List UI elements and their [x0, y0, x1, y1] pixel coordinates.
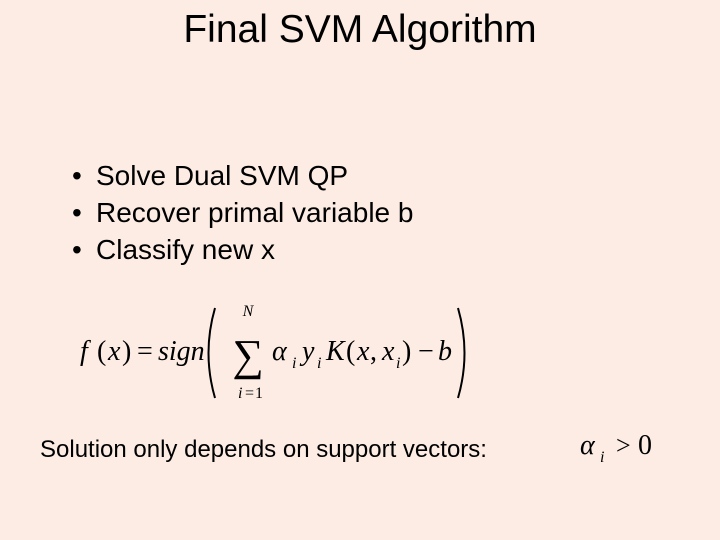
big-rparen-icon — [458, 308, 465, 398]
math-alpha: α — [272, 336, 288, 367]
list-item: • Classify new x — [72, 232, 413, 267]
bullet-list: • Solve Dual SVM QP • Recover primal var… — [72, 158, 413, 269]
math-eq: = — [137, 336, 153, 367]
slide: Final SVM Algorithm • Solve Dual SVM QP … — [0, 0, 720, 540]
bottom-caption: Solution only depends on support vectors… — [40, 436, 487, 464]
formula: f ( x ) = sign N ∑ i = 1 α i y i K ( x ,… — [80, 298, 500, 413]
math-alpha-sub: i — [292, 355, 296, 372]
math-sum-upper: N — [242, 303, 255, 320]
math-alpha2: α — [580, 430, 596, 461]
math-f: f — [80, 336, 91, 367]
big-lparen-icon — [209, 308, 216, 398]
math-comma: , — [370, 336, 377, 367]
math-y-sub: i — [317, 355, 321, 372]
bullet-dot-icon: • — [72, 158, 96, 193]
math-sum-lower-eq: = — [245, 385, 254, 402]
math-gt: > — [616, 431, 631, 460]
math-sign: sign — [158, 336, 205, 367]
math-sum-lower-1: 1 — [255, 385, 263, 402]
bullet-dot-icon: • — [72, 195, 96, 230]
bullet-dot-icon: • — [72, 232, 96, 267]
math-minus: − — [418, 336, 434, 367]
list-item: • Solve Dual SVM QP — [72, 158, 413, 193]
math-lparen2: ( — [346, 336, 355, 367]
math-x2: x — [356, 336, 370, 367]
math-lparen: ( — [97, 336, 106, 367]
bullet-text: Classify new x — [96, 232, 275, 267]
math-rparen: ) — [122, 336, 131, 367]
alpha-svg: α i > 0 — [580, 426, 680, 466]
math-K: K — [325, 336, 346, 367]
math-b: b — [438, 336, 452, 367]
math-rparen2: ) — [402, 336, 411, 367]
math-sum-lower-i: i — [238, 385, 242, 402]
slide-title: Final SVM Algorithm — [0, 8, 720, 52]
alpha-condition: α i > 0 — [580, 426, 680, 471]
list-item: • Recover primal variable b — [72, 195, 413, 230]
bullet-text: Recover primal variable b — [96, 195, 413, 230]
bullet-text: Solve Dual SVM QP — [96, 158, 348, 193]
math-y: y — [299, 336, 315, 367]
sigma-icon: ∑ — [232, 331, 263, 380]
formula-svg: f ( x ) = sign N ∑ i = 1 α i y i K ( x ,… — [80, 298, 500, 408]
math-xi: x — [381, 336, 395, 367]
math-x: x — [107, 336, 121, 367]
math-alpha2-sub: i — [600, 449, 604, 466]
math-xi-sub: i — [396, 355, 400, 372]
math-zero: 0 — [638, 430, 652, 461]
